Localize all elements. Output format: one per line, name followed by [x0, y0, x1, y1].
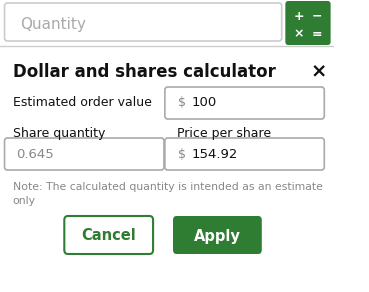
FancyBboxPatch shape [4, 138, 164, 170]
Text: ×: × [311, 62, 327, 81]
Text: Estimated order value: Estimated order value [13, 95, 152, 109]
Text: Price per share: Price per share [177, 126, 271, 140]
Text: $: $ [177, 96, 186, 110]
FancyBboxPatch shape [165, 87, 324, 119]
Text: 154.92: 154.92 [192, 149, 238, 161]
FancyBboxPatch shape [165, 138, 324, 170]
Text: Share quantity: Share quantity [13, 126, 105, 140]
Text: Apply: Apply [194, 229, 241, 244]
Text: Quantity: Quantity [20, 17, 86, 32]
Text: Cancel: Cancel [81, 229, 136, 244]
FancyBboxPatch shape [285, 1, 331, 45]
Text: Note: The calculated quantity is intended as an estimate
only: Note: The calculated quantity is intende… [13, 182, 323, 206]
Text: 0.645: 0.645 [16, 149, 54, 161]
FancyBboxPatch shape [4, 3, 282, 41]
Text: ×: × [294, 27, 304, 41]
Text: Dollar and shares calculator: Dollar and shares calculator [13, 63, 276, 81]
Text: =: = [312, 27, 323, 41]
Text: +: + [294, 10, 304, 22]
FancyBboxPatch shape [173, 216, 262, 254]
FancyBboxPatch shape [0, 46, 334, 292]
Text: $: $ [177, 149, 186, 161]
Text: 100: 100 [192, 96, 217, 110]
FancyBboxPatch shape [64, 216, 153, 254]
Text: −: − [312, 10, 322, 22]
